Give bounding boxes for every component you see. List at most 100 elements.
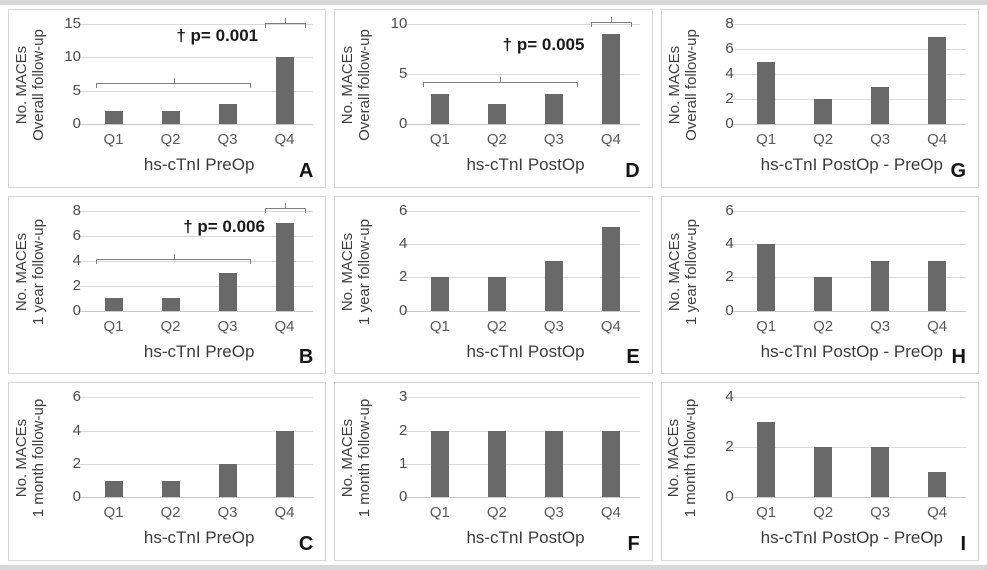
y-tick-label: 2 [725, 268, 734, 286]
gridline [730, 99, 966, 100]
y-axis-label-line: No. MACEs [339, 232, 357, 311]
y-tick-label: 10 [390, 15, 408, 32]
x-tick-label: Q1 [429, 317, 450, 335]
bracket-end-tick [576, 82, 578, 87]
x-tick-label: Q2 [813, 131, 834, 148]
significance-bracket [265, 22, 307, 24]
bar-q4 [928, 260, 947, 311]
p-value-annotation: † p= 0.005 [502, 35, 585, 54]
gridline [404, 124, 640, 125]
y-axis-label-line: No. MACEs [339, 45, 357, 125]
panel-letter: B [298, 346, 314, 369]
gridline [730, 49, 966, 50]
bracket-end-tick [265, 22, 267, 28]
y-tick-label: 6 [725, 201, 734, 219]
x-tick-label: Q2 [160, 317, 181, 335]
panel-letter: H [951, 346, 966, 369]
bar-q1 [104, 298, 123, 311]
gridline [78, 24, 314, 25]
y-tick-label: 0 [72, 488, 81, 506]
x-tick-label: Q1 [756, 504, 777, 522]
bar-q3 [218, 104, 237, 124]
x-tick-label: Q3 [543, 504, 564, 522]
y-tick-label: 2 [725, 90, 734, 107]
x-tick-label: Q3 [217, 131, 238, 148]
gridline [404, 24, 640, 25]
y-tick-label: 2 [398, 421, 408, 439]
gridline [404, 463, 640, 465]
bar-q2 [487, 104, 506, 124]
y-tick-label: 0 [725, 115, 734, 132]
p-value-annotation: † p= 0.001 [176, 26, 259, 45]
bar-q3 [544, 94, 563, 124]
gridline [730, 447, 966, 449]
y-tick-label: 0 [398, 301, 408, 319]
significance-bracket [422, 82, 578, 83]
bar-q4 [601, 430, 620, 498]
x-axis-title: hs-cTnI PostOp [466, 155, 585, 174]
y-tick-label: 0 [398, 488, 408, 506]
top-edge-strip [0, 0, 987, 5]
bar-q1 [430, 277, 449, 311]
gridline [730, 124, 966, 125]
x-axis-title: hs-cTnI PostOp [466, 341, 585, 361]
y-axis-label: No. MACEs 1 month follow-up [662, 383, 704, 533]
y-tick-label: 0 [725, 301, 734, 319]
bar-q2 [487, 430, 506, 498]
y-tick-label: 0 [72, 115, 81, 132]
bar-q4 [275, 223, 294, 311]
x-tick-label: Q1 [429, 504, 450, 522]
y-axis-label-line: Overall follow-up [356, 29, 374, 141]
y-axis-label-line: No. MACEs [13, 45, 30, 125]
bracket-end-tick [265, 208, 267, 214]
chart-panel-f: No. MACEs 1 month follow-up 0 1 2 3 hs-cTnI Po… [334, 382, 653, 561]
y-tick-label: 1 [398, 454, 408, 472]
plot-area [730, 210, 966, 312]
y-tick-label: 10 [64, 48, 81, 66]
chart-panel-b: No. MACEs 1 year follow-up † p= 0.006 0 2 4 6 8… [8, 195, 327, 375]
y-tick-label: 0 [398, 115, 408, 132]
y-tick-label: 6 [72, 388, 81, 406]
gridline [730, 497, 966, 499]
gridline [78, 497, 314, 499]
x-tick-label: Q4 [927, 131, 948, 148]
chart-panel-h: No. MACEs 1 year follow-up 0 2 4 6 hs-cTnI Pos… [660, 195, 979, 375]
x-tick-label: Q1 [756, 317, 777, 335]
bracket-end-tick [96, 258, 98, 264]
y-axis-label-line: No. MACEs [339, 419, 357, 498]
x-axis-title: hs-cTnI PreOp [143, 341, 255, 361]
bracket-center-tick [284, 17, 286, 23]
bar-q1 [104, 480, 123, 498]
x-tick-label: Q4 [274, 317, 295, 335]
x-tick-label: Q4 [927, 504, 948, 522]
bar-q3 [218, 463, 237, 498]
gridline [78, 285, 314, 287]
gridline [78, 57, 314, 59]
y-axis-label-line: 1 year follow-up [682, 218, 700, 325]
x-tick-label: Q3 [543, 131, 564, 148]
bar-q2 [161, 298, 180, 311]
chart-panel-g: No. MACEs Overall follow-up 0 2 4 6 8 hs-cTnI P… [660, 9, 979, 188]
y-axis-label-line: No. MACEs [665, 232, 683, 311]
y-axis-label-line: 1 year follow-up [30, 218, 48, 325]
y-axis-label: No. MACEs 1 month follow-up [335, 383, 377, 533]
gridline [78, 397, 314, 399]
plot-area [730, 24, 966, 125]
significance-bracket [96, 258, 252, 260]
bottom-edge-strip [0, 565, 987, 570]
significance-bracket [591, 22, 633, 23]
plot-area: † p= 0.006 [78, 203, 314, 312]
bar-q2 [814, 99, 833, 124]
gridline [404, 74, 640, 75]
bar-q1 [430, 94, 449, 124]
gridline [78, 235, 314, 237]
x-tick-label: Q4 [600, 131, 621, 148]
bar-q2 [814, 447, 833, 498]
plot-area [78, 397, 314, 499]
gridline [730, 310, 966, 312]
x-tick-label: Q4 [927, 317, 948, 335]
bracket-end-tick [591, 22, 593, 27]
plot-area: † p= 0.005 [404, 17, 640, 125]
bracket-center-tick [610, 17, 612, 22]
plot-area: † p= 0.001 [78, 17, 314, 125]
